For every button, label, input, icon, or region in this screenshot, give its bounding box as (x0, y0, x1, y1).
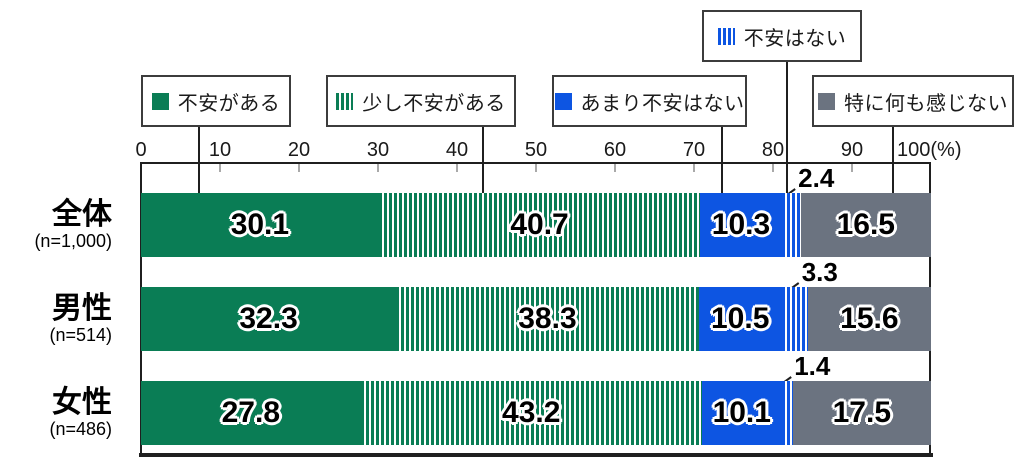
bar-segment-solid: 16.5 (800, 193, 931, 257)
legend-item-1: 不安がある (141, 75, 291, 127)
legend-swatch-icon (151, 92, 169, 110)
callout-value-label: 3.3 (801, 257, 838, 287)
segment-value-label: 10.3 (711, 208, 771, 241)
axis-tick-label: 70 (682, 139, 706, 161)
legend-swatch-icon (717, 27, 735, 45)
axis-tick-label: 20 (287, 139, 311, 161)
legend-label: 少し不安がある (362, 92, 506, 115)
segment-value-label: 10.5 (710, 302, 770, 335)
legend-label: あまり不安はない (580, 92, 745, 115)
row-label: 全体 (n=1,000) (0, 198, 112, 252)
row-label: 男性 (n=514) (0, 292, 112, 346)
axis-tick-label: 100(%) (897, 139, 962, 161)
bar-segment-striped (781, 287, 808, 351)
row-label: 女性 (n=486) (0, 386, 112, 440)
bar-segment-solid: 27.8 (141, 381, 361, 445)
bar-segment-solid: 32.3 (141, 287, 397, 351)
bar-row: 32.3 38.3 10.5 15.6 (141, 287, 931, 351)
segment-value-label: 17.5 (832, 396, 892, 429)
bar-row: 27.8 43.2 10.1 17.5 (141, 381, 931, 445)
segment-value-label: 40.7 (510, 208, 569, 241)
segment-value-label: 32.3 (239, 302, 298, 335)
axis-tick-label: 60 (603, 139, 627, 161)
legend-item-5: 特に何も感じない (812, 75, 1014, 127)
bar-segment-solid: 10.5 (698, 287, 782, 351)
bar-segment-striped (781, 193, 801, 257)
axis-tick-label: 10 (208, 139, 232, 161)
axis-tick-label: 40 (445, 139, 469, 161)
legend-label: 不安はない (743, 27, 847, 50)
bar-segment-striped: 40.7 (378, 193, 701, 257)
legend-label: 不安がある (177, 92, 281, 115)
legend-swatch-icon (818, 92, 835, 110)
bar-segment-solid: 10.1 (701, 381, 782, 445)
segment-value-label: 43.2 (502, 396, 561, 429)
axis-tick-label: 0 (135, 139, 147, 161)
segment-value-label: 10.1 (712, 396, 771, 429)
row-name: 女性 (52, 386, 112, 419)
bar-segment-striped (781, 381, 793, 445)
legend-swatch-icon (554, 92, 572, 110)
axis-tick-label: 30 (366, 139, 390, 161)
legend-swatch-icon (336, 92, 354, 110)
bar-row: 30.1 40.7 10.3 16.5 (141, 193, 931, 257)
bar-segment-solid: 30.1 (141, 193, 379, 257)
bar-segment-striped: 43.2 (360, 381, 702, 445)
segment-value-label: 27.8 (221, 396, 280, 429)
bar-segment-solid: 10.3 (700, 193, 782, 257)
segment-value-label: 38.3 (518, 302, 577, 335)
callout-value-label: 2.4 (798, 163, 835, 193)
bar-segment-solid: 17.5 (792, 381, 931, 445)
bar-segment-striped: 38.3 (396, 287, 699, 351)
row-name: 男性 (52, 292, 112, 325)
row-sample-size: (n=514) (49, 325, 112, 345)
legend-item-2: 少し不安がある (326, 75, 516, 127)
axis-tick-label: 80 (761, 139, 785, 161)
segment-value-label: 15.6 (840, 302, 899, 335)
axis-tick-label: 90 (840, 139, 864, 161)
segment-value-label: 30.1 (230, 208, 290, 241)
row-sample-size: (n=486) (49, 419, 112, 439)
row-sample-size: (n=1,000) (34, 231, 112, 251)
row-name: 全体 (52, 198, 112, 231)
segment-value-label: 16.5 (836, 208, 895, 241)
callout-value-label: 1.4 (794, 351, 831, 381)
legend-item-4: 不安はない (702, 10, 862, 62)
bar-segment-solid: 15.6 (807, 287, 931, 351)
legend-item-3: あまり不安はない (552, 75, 747, 127)
legend-label: 特に何も感じない (844, 92, 1008, 115)
axis-tick-label: 50 (524, 139, 548, 161)
